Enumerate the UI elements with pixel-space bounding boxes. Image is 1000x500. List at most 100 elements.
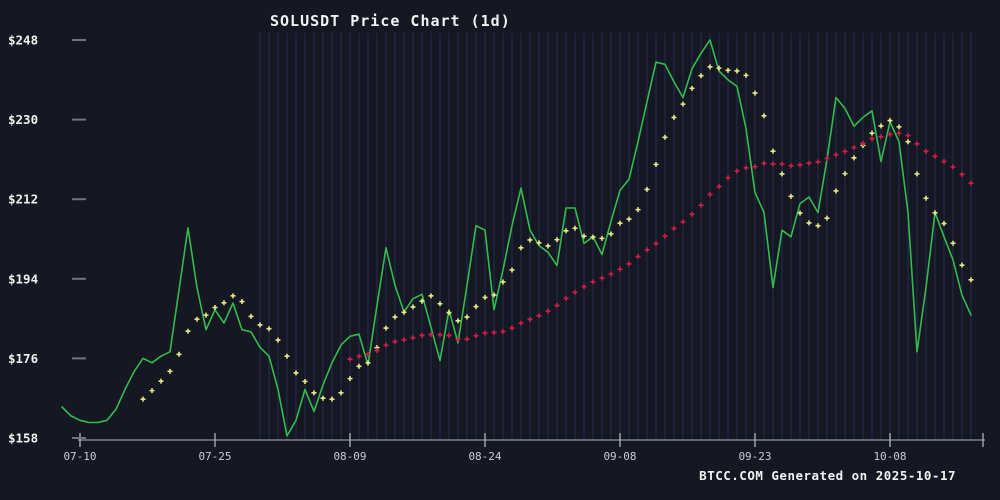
footer-credit: BTCC.COM Generated on 2025-10-17 <box>699 468 956 483</box>
ma-slow-plus-marker <box>644 247 650 253</box>
ma-fast-plus-marker <box>518 245 524 251</box>
x-tick-label: 09-23 <box>738 450 771 463</box>
ma-slow-plus-marker <box>725 175 731 181</box>
ma-slow-plus-marker <box>932 153 938 159</box>
ma-slow-plus-marker <box>464 336 470 342</box>
ma-fast-plus-marker <box>824 215 830 221</box>
ma-fast-plus-marker <box>230 293 236 299</box>
ma-fast-plus-marker <box>905 139 911 145</box>
ma-slow-plus-marker <box>968 180 974 186</box>
ma-slow-plus-marker <box>383 342 389 348</box>
ma-fast-plus-marker <box>257 322 263 328</box>
ma-slow-plus-marker <box>914 141 920 147</box>
ma-fast-plus-marker <box>266 326 272 332</box>
ma-fast-plus-marker <box>725 67 731 73</box>
chart-title: SOLUSDT Price Chart (1d) <box>270 12 511 30</box>
ma-slow-plus-marker <box>491 330 497 336</box>
ma-fast-plus-marker <box>680 101 686 107</box>
ma-slow-plus-marker <box>941 158 947 164</box>
ma-slow-plus-marker <box>896 130 902 136</box>
ma-slow-plus-marker <box>590 279 596 285</box>
ma-fast-plus-marker <box>698 73 704 79</box>
ma-slow-plus-marker <box>824 155 830 161</box>
ma-slow-plus-marker <box>689 211 695 217</box>
ma-slow-plus-marker <box>410 335 416 341</box>
ma-fast-plus-marker <box>923 195 929 201</box>
ma-slow-plus-marker <box>572 289 578 295</box>
y-tick-label: $212 <box>8 192 38 207</box>
ma-fast-plus-marker <box>185 328 191 334</box>
ma-slow-plus-marker <box>662 233 668 239</box>
ma-fast-plus-marker <box>437 301 443 307</box>
ma-slow-plus-marker <box>527 316 533 322</box>
ma-slow-plus-marker <box>671 226 677 232</box>
ma-slow-plus-marker <box>455 336 461 342</box>
ma-slow-plus-marker <box>788 163 794 169</box>
price-line-series <box>61 39 972 437</box>
ma-fast-plus-marker <box>563 228 569 234</box>
ma-fast-plus-marker <box>635 207 641 213</box>
ma-fast-plus-marker <box>392 314 398 320</box>
ma-slow-plus-marker <box>635 254 641 260</box>
ma-fast-plus-marker <box>644 186 650 192</box>
ma-slow-plus-marker <box>374 348 380 354</box>
ma-slow-plus-marker <box>581 284 587 290</box>
ma-fast-plus-marker <box>572 225 578 231</box>
ma-fast-plus-marker <box>716 65 722 71</box>
ma-fast-plus-marker <box>797 210 803 216</box>
ma-slow-plus-marker <box>815 159 821 165</box>
ma-fast-plus-marker <box>671 114 677 120</box>
ma-fast-plus-marker <box>590 234 596 240</box>
ma-slow-plus-marker <box>437 332 443 338</box>
ma-fast-plus-marker <box>428 293 434 299</box>
ma-slow-plus-marker <box>680 219 686 225</box>
ma-fast-plus-marker <box>833 188 839 194</box>
ma-slow-plus-marker <box>536 313 542 319</box>
ma-fast-plus-marker <box>626 216 632 222</box>
ma-fast-plus-marker <box>608 231 614 237</box>
ma-fast-plus-marker <box>491 292 497 298</box>
ma-fast-plus-marker <box>248 313 254 319</box>
ma-slow-plus-marker <box>563 295 569 301</box>
ma-fast-markers <box>140 64 974 402</box>
ma-fast-plus-marker <box>950 240 956 246</box>
axes <box>72 39 985 447</box>
ma-slow-markers <box>347 130 974 362</box>
ma-fast-plus-marker <box>545 243 551 249</box>
ma-slow-plus-marker <box>482 330 488 336</box>
y-tick-label: $230 <box>8 112 38 127</box>
ma-fast-plus-marker <box>959 262 965 268</box>
ma-slow-plus-marker <box>554 302 560 308</box>
x-tick-label: 10-08 <box>873 450 906 463</box>
ma-slow-plus-marker <box>887 131 893 137</box>
ma-fast-plus-marker <box>464 314 470 320</box>
ma-fast-plus-marker <box>788 193 794 199</box>
ma-slow-plus-marker <box>905 133 911 139</box>
ma-slow-plus-marker <box>365 351 371 357</box>
ma-slow-plus-marker <box>518 320 524 326</box>
ma-fast-plus-marker <box>401 309 407 315</box>
x-tick-label: 07-10 <box>63 450 96 463</box>
ma-slow-plus-marker <box>806 160 812 166</box>
ma-fast-plus-marker <box>320 395 326 401</box>
ma-fast-plus-marker <box>239 299 245 305</box>
ma-fast-plus-marker <box>752 90 758 96</box>
ma-fast-plus-marker <box>527 237 533 243</box>
ma-slow-plus-marker <box>608 271 614 277</box>
ma-fast-plus-marker <box>779 171 785 177</box>
ma-fast-plus-marker <box>896 124 902 130</box>
ma-slow-plus-marker <box>347 356 353 362</box>
ma-fast-plus-marker <box>662 134 668 140</box>
ma-fast-plus-marker <box>356 363 362 369</box>
ma-fast-plus-marker <box>707 64 713 70</box>
axis-tick-labels: 07-10 07-25 08-09 08-24 09-08 09-23 10-08 $248 $… <box>8 33 907 464</box>
ma-fast-plus-marker <box>689 85 695 91</box>
ma-fast-plus-marker <box>293 370 299 376</box>
ma-fast-plus-marker <box>203 312 209 318</box>
ma-fast-plus-marker <box>311 390 317 396</box>
ma-fast-plus-marker <box>446 310 452 316</box>
ma-slow-plus-marker <box>626 261 632 267</box>
ma-fast-plus-marker <box>770 148 776 154</box>
ma-slow-plus-marker <box>473 333 479 339</box>
ma-fast-plus-marker <box>500 279 506 285</box>
